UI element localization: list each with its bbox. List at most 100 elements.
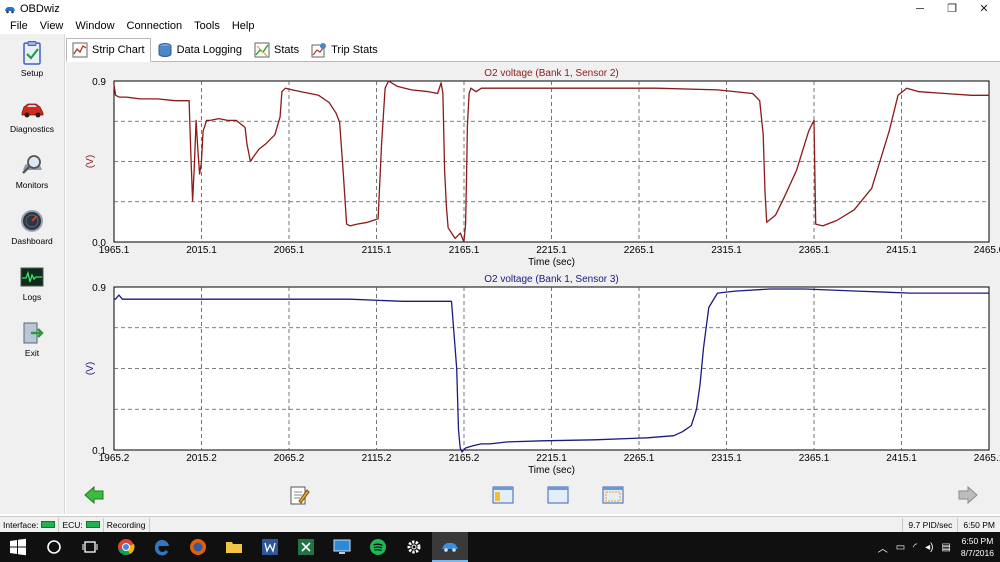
tab-label: Stats [274, 44, 300, 56]
window-title: OBDwiz [20, 2, 60, 15]
x-tick-label: 2415.1 [886, 245, 917, 256]
edge-icon [154, 539, 169, 556]
gray-right-arrow-icon [958, 485, 978, 505]
minimize-button[interactable]: ─ [916, 2, 924, 15]
menu-connection[interactable]: Connection [126, 19, 183, 32]
x-tick-label: 1965.1 [99, 245, 130, 256]
tab-trip-stats[interactable]: Trip Stats [305, 38, 384, 62]
taskbar-obdwiz[interactable] [432, 532, 468, 562]
green-left-arrow-icon [84, 485, 104, 505]
layout-grid-button[interactable] [602, 484, 624, 506]
tab-label: Trip Stats [331, 44, 378, 56]
chevron-up-icon[interactable]: ︿ [877, 543, 888, 555]
sidebar-item-dashboard[interactable]: Dashboard [0, 208, 64, 260]
ecu-led [85, 521, 100, 528]
x-tick-label: 2065.2 [274, 453, 305, 464]
sidebar-item-label: Monitors [15, 180, 49, 190]
back-button[interactable] [83, 484, 105, 506]
obdwiz-car-icon [442, 543, 458, 552]
status-time: 6:50 PM [957, 518, 1000, 532]
cortana-circle-icon [47, 540, 61, 554]
menu-file[interactable]: File [10, 19, 28, 32]
tab-stats[interactable]: Stats [248, 38, 305, 62]
x-tick-label: 2115.2 [362, 453, 392, 464]
sidebar-item-label: Diagnostics [10, 124, 54, 134]
window-icon [547, 486, 569, 504]
taskbar-spotify[interactable] [360, 532, 396, 562]
cortana-button[interactable] [36, 532, 72, 562]
window-grid-icon [602, 486, 624, 504]
monitor-icon [333, 539, 351, 554]
trip-stats-icon [311, 43, 327, 58]
tab-strip-chart[interactable]: Strip Chart [66, 38, 151, 62]
menu-help[interactable]: Help [231, 19, 255, 32]
close-button[interactable]: ✕ [979, 3, 989, 15]
sidebar: Setup Diagnostics Monitors Da [0, 34, 65, 514]
tab-data-logging[interactable]: Data Logging [151, 38, 248, 62]
notepad-pencil-icon [290, 486, 310, 505]
series-line [114, 288, 989, 453]
start-button[interactable] [0, 532, 36, 562]
menu-bar: File View Window Connection Tools Help [0, 17, 1000, 34]
taskbar-file-explorer[interactable] [216, 532, 252, 562]
x-tick-label: 2465.0 [974, 245, 1000, 256]
gauge-icon [21, 210, 43, 232]
title-bar: OBDwiz ─ ❐ ✕ [0, 0, 1000, 17]
status-bar: Interface: ECU: Recording 9.7 PID/sec 6:… [0, 516, 1000, 532]
taskbar-excel[interactable] [288, 532, 324, 562]
database-icon [158, 43, 172, 57]
forward-button[interactable] [957, 484, 979, 506]
interface-label: Interface: [3, 519, 39, 530]
tab-strip: Strip Chart Data Logging Stats Trip St [66, 38, 384, 62]
clock-time: 6:50 PM [961, 536, 994, 546]
layout-full-button[interactable] [547, 484, 569, 506]
magnifier-car-icon [22, 155, 42, 174]
sidebar-item-monitors[interactable]: Monitors [0, 152, 64, 204]
app-car-icon [5, 6, 15, 13]
chart-title: O2 voltage (Bank 1, Sensor 2) [484, 68, 619, 79]
excel-icon [298, 539, 314, 555]
notification-icon[interactable]: ▤ [941, 541, 951, 553]
x-tick-label: 2315.1 [711, 245, 742, 256]
taskbar-firefox[interactable] [180, 532, 216, 562]
sidebar-item-diagnostics[interactable]: Diagnostics [0, 96, 64, 148]
x-tick-label: 2165.1 [449, 245, 480, 256]
recording-status: Recording [104, 517, 150, 532]
x-tick-label: 2015.2 [186, 453, 217, 464]
taskbar-settings[interactable] [396, 532, 432, 562]
x-tick-label: 2165.2 [449, 453, 480, 464]
line-chart-icon [72, 42, 88, 58]
x-tick-label: 2215.1 [536, 245, 567, 256]
layout-left-button[interactable] [492, 484, 514, 506]
x-tick-label: 2215.1 [536, 453, 567, 464]
task-view-button[interactable] [72, 532, 108, 562]
firefox-icon [190, 539, 206, 555]
series-line [113, 80, 989, 243]
taskbar-chrome[interactable] [108, 532, 144, 562]
battery-icon[interactable]: ▭ [895, 541, 906, 553]
sidebar-item-setup[interactable]: Setup [0, 40, 64, 92]
x-tick-label: 2365.1 [799, 245, 830, 256]
window-split-icon [492, 486, 514, 504]
car-icon [21, 103, 44, 118]
edit-notes-button[interactable] [288, 484, 310, 506]
menu-view[interactable]: View [39, 19, 64, 32]
x-axis-label: Time (sec) [528, 465, 575, 476]
y-tick-label: 0.0 [92, 238, 106, 249]
sidebar-item-exit[interactable]: Exit [0, 320, 64, 372]
x-tick-label: 2415.1 [886, 453, 917, 464]
tab-label: Strip Chart [92, 44, 145, 56]
restore-button[interactable]: ❐ [947, 3, 957, 15]
clipboard-check-icon [23, 41, 41, 65]
sidebar-item-logs[interactable]: Logs [0, 264, 64, 316]
taskbar-clock[interactable]: 6:50 PM 8/7/2016 [955, 535, 1000, 559]
taskbar-word[interactable] [252, 532, 288, 562]
x-tick-label: 2315.1 [711, 453, 742, 464]
volume-icon[interactable]: ◂) [925, 541, 934, 553]
taskbar-remote-desktop[interactable] [324, 532, 360, 562]
menu-tools[interactable]: Tools [194, 19, 220, 32]
taskbar-edge[interactable] [144, 532, 180, 562]
wifi-icon[interactable]: ◜ [913, 541, 918, 553]
menu-window[interactable]: Window [75, 19, 115, 32]
x-tick-label: 2065.1 [274, 245, 305, 256]
